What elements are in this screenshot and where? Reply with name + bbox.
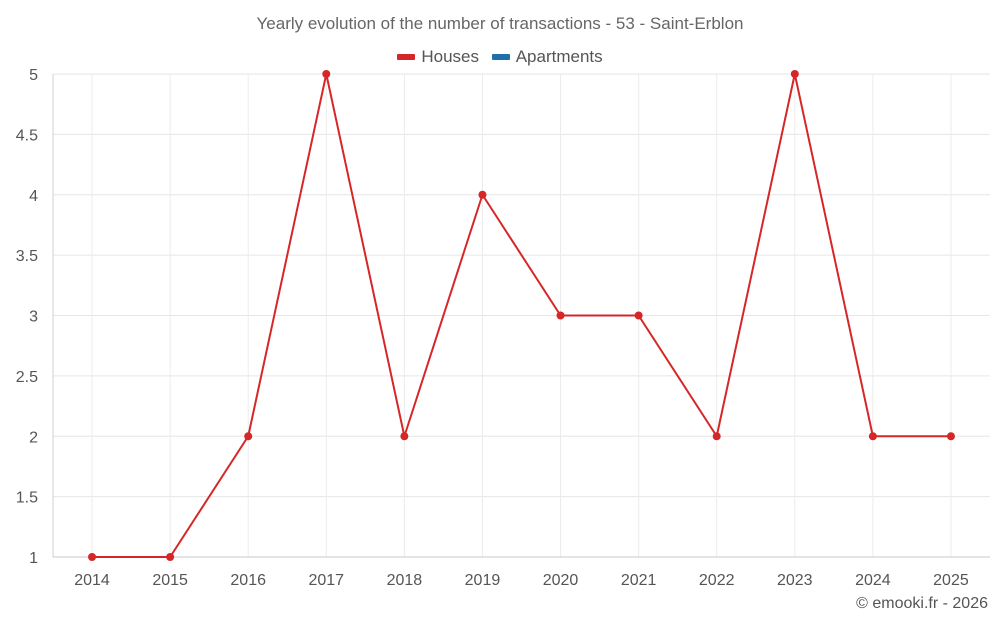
- legend-label-apartments: Apartments: [515, 47, 603, 66]
- chart-title: Yearly evolution of the number of transa…: [256, 14, 744, 33]
- y-tick-label: 1: [29, 550, 38, 567]
- x-tick-label: 2025: [933, 572, 969, 589]
- x-tick-label: 2020: [543, 572, 579, 589]
- x-tick-label: 2017: [308, 572, 344, 589]
- x-tick-label: 2022: [699, 572, 735, 589]
- series-line-houses: [92, 73, 951, 558]
- x-tick-label: 2015: [152, 572, 188, 589]
- data-point-houses: [712, 432, 721, 441]
- x-tick-label: 2019: [465, 572, 501, 589]
- x-tick-label: 2024: [855, 572, 891, 589]
- x-tick-label: 2021: [621, 572, 657, 589]
- legend-swatch-houses: [397, 54, 416, 60]
- data-point-houses: [556, 311, 565, 320]
- y-tick-label: 3: [29, 309, 38, 326]
- legend-item-apartments[interactable]: Apartments: [491, 47, 603, 67]
- data-point-houses: [790, 70, 799, 78]
- y-tick-label: 2: [29, 429, 38, 446]
- x-tick-label: 2018: [387, 572, 423, 589]
- y-tick-label: 5: [29, 67, 38, 84]
- x-tick-label: 2023: [777, 572, 813, 589]
- x-tick-label: 2016: [230, 572, 266, 589]
- data-point-houses: [166, 553, 175, 561]
- y-tick-label: 1.5: [16, 490, 38, 507]
- x-tick-label: 2014: [74, 572, 110, 589]
- data-point-houses: [88, 553, 97, 561]
- data-point-houses: [946, 432, 955, 441]
- chart-legend: Houses Apartments: [0, 45, 1000, 67]
- data-point-houses: [400, 432, 409, 441]
- y-tick-label: 3.5: [16, 248, 38, 265]
- data-point-houses: [244, 432, 253, 441]
- data-point-houses: [322, 70, 331, 78]
- y-tick-label: 2.5: [16, 369, 38, 386]
- legend-swatch-apartments: [491, 54, 510, 60]
- legend-item-houses[interactable]: Houses: [397, 47, 479, 67]
- copyright-credit: © emooki.fr - 2026: [856, 595, 988, 612]
- data-point-houses: [634, 311, 643, 320]
- legend-label-houses: Houses: [421, 47, 479, 66]
- y-tick-label: 4.5: [16, 127, 38, 144]
- y-tick-label: 4: [29, 188, 38, 205]
- data-point-houses: [868, 432, 877, 441]
- data-point-houses: [478, 190, 487, 199]
